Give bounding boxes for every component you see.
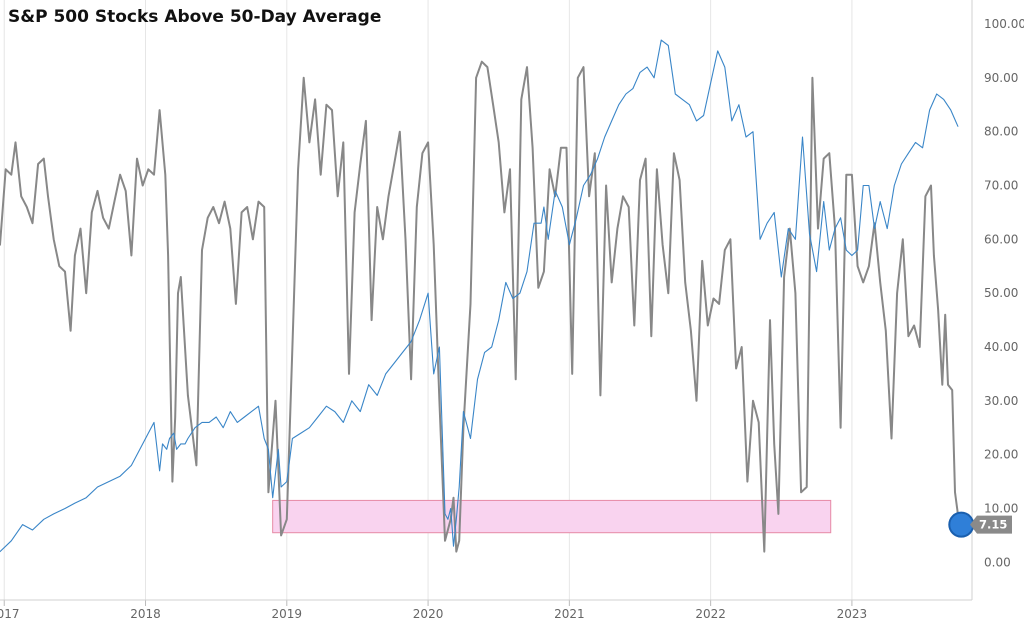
x-tick-label: 2023 xyxy=(837,607,868,621)
x-tick-label: 2021 xyxy=(554,607,585,621)
y-tick-label: 50.00 xyxy=(984,286,1018,300)
y-tick-labels: 100.00 90.00 80.00 70.00 60.00 50.00 40.00 30.0… xyxy=(984,17,1024,569)
y-tick-label: 0.00 xyxy=(984,555,1011,569)
y-tick-label: 10.00 xyxy=(984,501,1018,515)
series-line-blue xyxy=(0,39,959,553)
y-tick-label: 30.00 xyxy=(984,394,1018,408)
y-tick-label: 60.00 xyxy=(984,232,1018,246)
series-lines xyxy=(0,39,961,553)
x-tick-label: 2022 xyxy=(695,607,726,621)
chart-title: S&P 500 Stocks Above 50-Day Average xyxy=(8,7,381,27)
last-value-label: 7.15 xyxy=(979,518,1007,532)
x-tick-labels: 2017 2018 2019 2020 2021 2022 2023 xyxy=(0,607,867,621)
series-line-grey xyxy=(0,60,961,553)
y-tick-label: 40.00 xyxy=(984,340,1018,354)
y-tick-label: 20.00 xyxy=(984,448,1018,462)
last-value-marker xyxy=(948,511,975,538)
last-value-tag xyxy=(970,515,1012,534)
y-tick-label: 100.00 xyxy=(984,17,1024,31)
y-tick-label: 80.00 xyxy=(984,125,1018,139)
x-tick-label: 2017 xyxy=(0,607,20,621)
x-tick-label: 2020 xyxy=(413,607,444,621)
y-tick-label: 70.00 xyxy=(984,178,1018,192)
x-tick-label: 2018 xyxy=(130,607,161,621)
highlight-band xyxy=(272,499,832,534)
x-tick-label: 2019 xyxy=(272,607,303,621)
y-tick-label: 90.00 xyxy=(984,71,1018,85)
